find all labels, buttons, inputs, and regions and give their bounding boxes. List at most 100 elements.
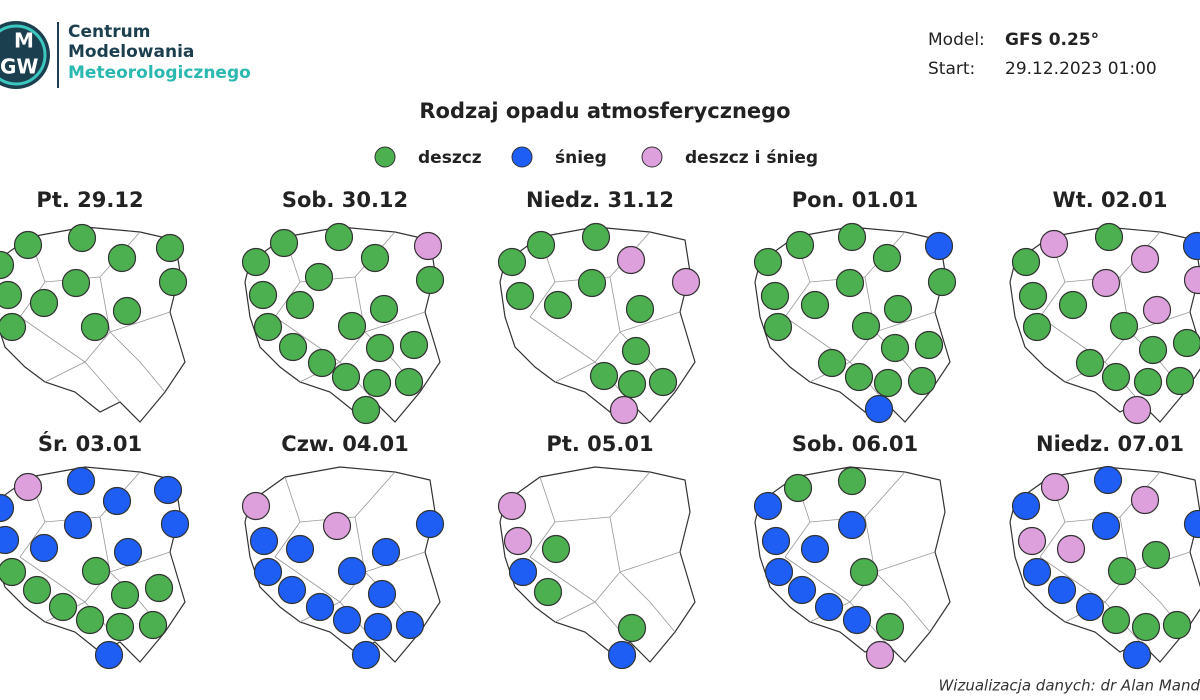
day-panel: Sob. 30.12 [241,188,445,425]
precip-dot [13,230,43,260]
precip-dot [609,395,639,425]
day-label: Pon. 01.01 [792,188,918,212]
precip-dot [505,281,535,311]
precip-dot [837,466,867,496]
precip-dot [617,369,647,399]
precip-dot [883,294,913,324]
precip-dot [367,579,397,609]
precip-dot [153,475,183,505]
day-label: Niedz. 31.12 [526,188,674,212]
precip-dot [1022,557,1052,587]
precip-dot [617,613,647,643]
legend: deszcz śnieg deszcz i śnieg [374,146,818,168]
precip-dot [0,250,15,280]
precip-dot [760,281,790,311]
precip-dot [48,592,78,622]
day-panel: Pt. 29.12 [0,188,188,423]
precip-dot [285,290,315,320]
precip-dot [253,312,283,342]
day-label: Czw. 04.01 [281,432,408,456]
day-label: Sob. 30.12 [282,188,408,212]
precip-dot [577,268,607,298]
precip-dot [337,311,367,341]
precip-dot [875,612,905,642]
precip-dot [1011,247,1041,277]
precip-dot [880,333,910,363]
precip-dot [0,312,27,342]
legend-label: deszcz i śnieg [685,148,818,168]
precip-dot [110,580,140,610]
precip-dot [22,575,52,605]
precip-dot [61,268,91,298]
precip-dot [80,312,110,342]
precip-dot [671,267,701,297]
precip-dot [1075,592,1105,622]
precip-dot [324,222,354,252]
precip-dot [924,231,954,261]
precip-dot [800,290,830,320]
legend-swatch [374,146,396,168]
precip-dot [927,267,957,297]
precip-dot [269,228,299,258]
precip-dot [241,491,271,521]
precip-dot [763,312,793,342]
precip-dot [1142,295,1172,325]
precip-dot [253,557,283,587]
precip-dot [66,466,96,496]
region-borders [529,471,681,643]
precip-dot [873,368,903,398]
precip-dot [155,233,185,263]
precip-dot [648,367,678,397]
precip-dot [13,472,43,502]
precip-dot [907,366,937,396]
precip-dot [67,223,97,253]
precip-dot [102,486,132,516]
legend-label: deszcz [418,148,482,168]
precip-dot [1011,491,1041,521]
precip-dot [1138,335,1168,365]
precip-dot [1109,311,1139,341]
credit: Wizualizacja danych: dr Alan Mand [938,677,1200,695]
precip-dot [837,510,867,540]
precip-dot [849,557,879,587]
precip-dot [105,612,135,642]
precip-dot [1094,222,1124,252]
precip-dot [395,610,425,640]
precip-dot [158,267,188,297]
precip-dot [842,605,872,635]
precip-dot [1091,511,1121,541]
precip-dot [81,556,111,586]
precip-dot [1122,395,1152,425]
precip-dot [787,575,817,605]
precip-dot [503,526,533,556]
precip-dot [0,557,27,587]
precip-dot [415,509,445,539]
precip-dot [589,361,619,391]
day-panel: Czw. 04.01 [241,432,445,670]
precip-dot [1101,605,1131,635]
precip-dot [332,605,362,635]
precip-dot [1183,265,1200,295]
precip-dot [526,230,556,260]
precip-dot [837,222,867,252]
precip-dot [1018,281,1048,311]
precip-dot [363,612,393,642]
precip-dot [277,575,307,605]
precip-dot [753,247,783,277]
precip-dot [1183,509,1200,539]
precip-dot [1017,526,1047,556]
precip-dot [305,592,335,622]
region-borders [19,231,171,403]
day-panel: Sob. 06.01 [753,432,951,670]
precip-dot [1131,612,1161,642]
day-label: Sob. 06.01 [792,432,918,456]
day-label: Pt. 05.01 [546,432,653,456]
precip-dot [63,510,93,540]
model-value: GFS 0.25° [1005,30,1099,50]
precip-dot [0,525,20,555]
precip-dot [581,222,611,252]
title: Rodzaj opadu atmosferycznego [419,99,790,123]
start-value: 29.12.2023 01:00 [1005,59,1157,79]
precip-dot [817,348,847,378]
precip-dot [113,537,143,567]
